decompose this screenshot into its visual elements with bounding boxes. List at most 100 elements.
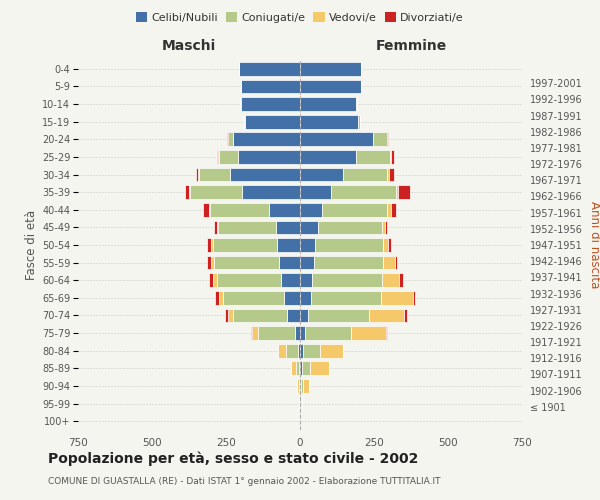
Bar bbox=[322, 203, 387, 216]
Bar bbox=[242, 186, 300, 199]
Bar bbox=[385, 220, 388, 234]
Bar bbox=[276, 220, 300, 234]
Bar bbox=[211, 238, 213, 252]
Bar bbox=[207, 256, 211, 270]
Bar bbox=[300, 344, 302, 358]
Bar bbox=[218, 150, 238, 164]
Bar bbox=[395, 186, 398, 199]
Bar bbox=[190, 186, 242, 199]
Bar bbox=[381, 291, 413, 304]
Bar bbox=[217, 150, 218, 164]
Bar bbox=[302, 379, 308, 393]
Bar bbox=[233, 308, 287, 322]
Bar bbox=[299, 362, 300, 375]
Bar bbox=[210, 203, 269, 216]
Bar bbox=[295, 326, 300, 340]
Bar bbox=[302, 362, 310, 375]
Bar bbox=[300, 203, 322, 216]
Bar bbox=[313, 274, 382, 287]
Bar bbox=[387, 132, 388, 146]
Bar bbox=[388, 168, 389, 181]
Bar bbox=[269, 203, 300, 216]
Bar bbox=[391, 203, 396, 216]
Bar bbox=[213, 238, 277, 252]
Bar bbox=[277, 238, 300, 252]
Bar bbox=[207, 238, 211, 252]
Bar bbox=[198, 168, 199, 181]
Bar bbox=[300, 326, 305, 340]
Bar bbox=[387, 203, 391, 216]
Bar bbox=[301, 379, 302, 393]
Bar bbox=[241, 80, 300, 94]
Bar bbox=[300, 186, 331, 199]
Bar bbox=[300, 150, 356, 164]
Bar bbox=[300, 132, 373, 146]
Bar bbox=[300, 168, 343, 181]
Bar bbox=[278, 344, 286, 358]
Bar bbox=[382, 220, 385, 234]
Bar bbox=[358, 115, 361, 128]
Bar bbox=[301, 396, 302, 410]
Bar bbox=[391, 150, 394, 164]
Bar bbox=[386, 326, 388, 340]
Bar bbox=[300, 256, 314, 270]
Bar bbox=[218, 220, 276, 234]
Bar bbox=[203, 203, 209, 216]
Bar bbox=[300, 308, 308, 322]
Bar bbox=[278, 256, 300, 270]
Y-axis label: Fasce di età: Fasce di età bbox=[25, 210, 38, 280]
Bar bbox=[219, 291, 223, 304]
Bar bbox=[311, 291, 381, 304]
Bar bbox=[383, 238, 388, 252]
Bar bbox=[253, 326, 257, 340]
Bar bbox=[314, 256, 383, 270]
Bar bbox=[223, 291, 284, 304]
Bar bbox=[300, 80, 361, 94]
Text: Maschi: Maschi bbox=[162, 38, 216, 52]
Bar bbox=[300, 379, 301, 393]
Text: Femmine: Femmine bbox=[376, 38, 446, 52]
Bar bbox=[300, 220, 319, 234]
Bar bbox=[217, 220, 218, 234]
Bar bbox=[399, 274, 403, 287]
Bar bbox=[382, 274, 399, 287]
Bar bbox=[215, 291, 219, 304]
Bar bbox=[331, 186, 395, 199]
Bar bbox=[300, 274, 313, 287]
Bar bbox=[300, 238, 316, 252]
Text: Popolazione per età, sesso e stato civile - 2002: Popolazione per età, sesso e stato civil… bbox=[48, 451, 418, 466]
Bar bbox=[302, 344, 320, 358]
Bar bbox=[245, 115, 300, 128]
Bar bbox=[351, 326, 386, 340]
Bar bbox=[398, 186, 410, 199]
Bar bbox=[233, 132, 300, 146]
Bar bbox=[281, 274, 300, 287]
Bar bbox=[300, 291, 311, 304]
Y-axis label: Anni di nascita: Anni di nascita bbox=[588, 202, 600, 288]
Bar bbox=[217, 274, 281, 287]
Bar bbox=[395, 256, 397, 270]
Bar bbox=[388, 238, 391, 252]
Bar bbox=[383, 256, 395, 270]
Bar bbox=[257, 326, 295, 340]
Bar bbox=[230, 168, 300, 181]
Bar bbox=[209, 274, 213, 287]
Bar bbox=[373, 132, 387, 146]
Bar bbox=[228, 308, 233, 322]
Text: COMUNE DI GUASTALLA (RE) - Dati ISTAT 1° gennaio 2002 - Elaborazione TUTTITALIA.: COMUNE DI GUASTALLA (RE) - Dati ISTAT 1°… bbox=[48, 477, 440, 486]
Bar bbox=[214, 220, 217, 234]
Bar bbox=[213, 274, 217, 287]
Bar bbox=[343, 168, 388, 181]
Bar bbox=[310, 362, 329, 375]
Bar bbox=[244, 115, 245, 128]
Bar bbox=[284, 291, 300, 304]
Bar bbox=[286, 344, 298, 358]
Bar bbox=[239, 62, 300, 76]
Bar bbox=[300, 362, 302, 375]
Bar bbox=[316, 238, 383, 252]
Bar bbox=[320, 344, 343, 358]
Bar bbox=[296, 362, 299, 375]
Bar bbox=[287, 308, 300, 322]
Bar bbox=[291, 362, 296, 375]
Bar bbox=[189, 186, 190, 199]
